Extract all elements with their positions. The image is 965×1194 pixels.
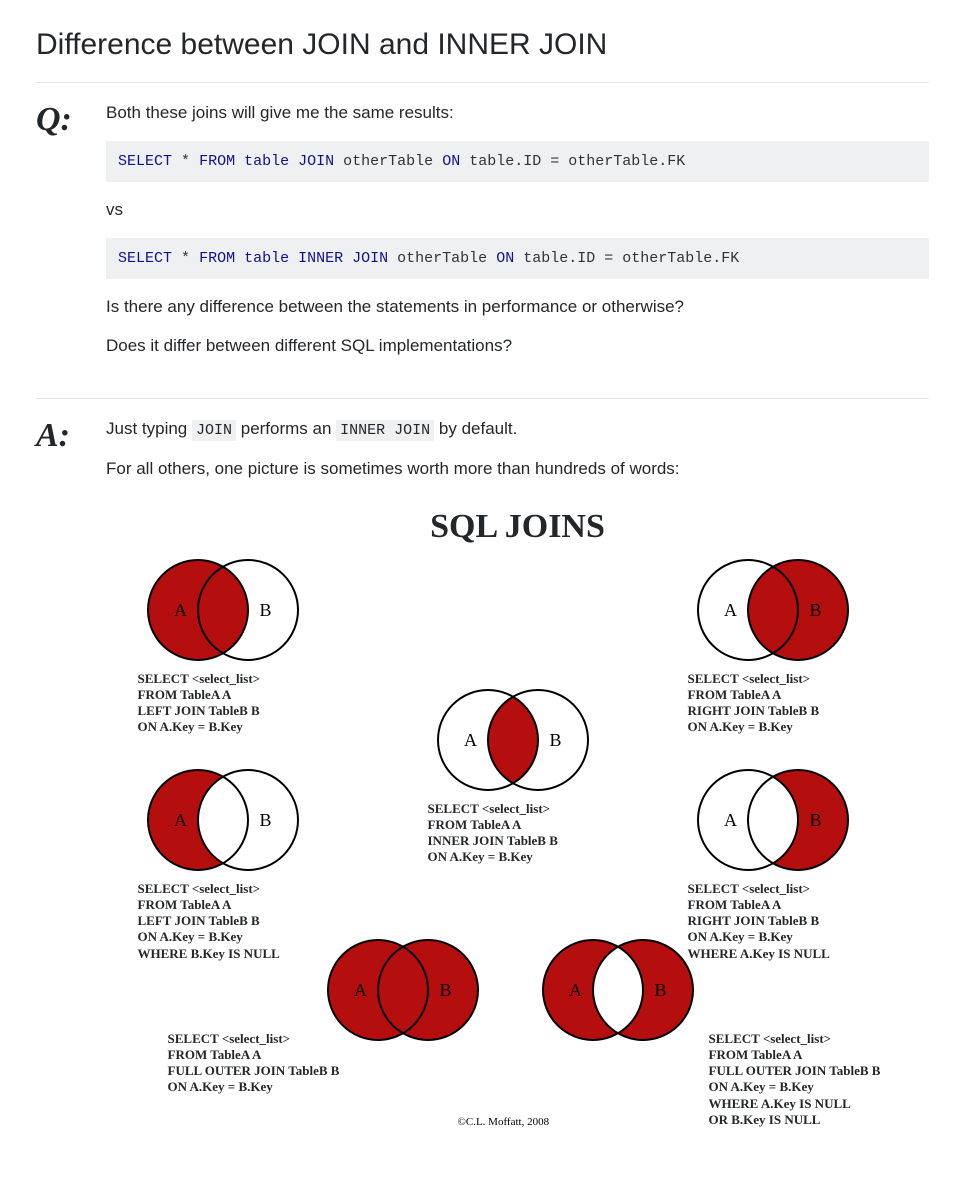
venn-svg-right-join: AB (688, 555, 858, 665)
p1c: by default. (434, 419, 517, 438)
kw-on: ON (442, 153, 460, 170)
caption-left-excl: SELECT <select_list> FROM TableA A LEFT … (138, 881, 348, 962)
answer-body: Just typing JOIN performs an INNER JOIN … (106, 417, 929, 1146)
answer-post: A: Just typing JOIN performs an INNER JO… (36, 417, 929, 1146)
svg-text:B: B (439, 980, 451, 1000)
caption-inner-join: SELECT <select_list> FROM TableA A INNER… (428, 801, 638, 866)
diagram-credit: ©C.L. Moffatt, 2008 (458, 1115, 550, 1130)
kw-join: JOIN (298, 153, 334, 170)
tbl-1: table (244, 153, 289, 170)
sql-joins-diagram: SQL JOINS ABSELECT <select_list> FROM Ta… (106, 497, 929, 1147)
diagram-canvas: ABSELECT <select_list> FROM TableA A LEF… (138, 555, 898, 1135)
op-eq: = (550, 153, 559, 170)
question-p3: Does it differ between different SQL imp… (106, 334, 929, 358)
caption-full-outer-excl: SELECT <select_list> FROM TableA A FULL … (709, 1031, 899, 1129)
answer-label: A: (36, 417, 86, 1146)
code-block-2: SELECT * FROM table INNER JOIN otherTabl… (106, 238, 929, 279)
svg-text:B: B (809, 810, 821, 830)
separator (36, 398, 929, 399)
rhs: otherTable.FK (568, 153, 685, 170)
svg-text:A: A (569, 980, 582, 1000)
kw-join: INNER JOIN (298, 250, 388, 267)
svg-text:A: A (464, 730, 477, 750)
inline-code-join: JOIN (192, 420, 236, 441)
answer-p2: For all others, one picture is sometimes… (106, 457, 929, 481)
answer-p1: Just typing JOIN performs an INNER JOIN … (106, 417, 929, 441)
venn-left-excl: ABSELECT <select_list> FROM TableA A LEF… (138, 765, 348, 962)
tbl-2: otherTable (397, 250, 487, 267)
tbl-2: otherTable (343, 153, 433, 170)
p1b: performs an (236, 419, 336, 438)
venn-svg-left-excl: AB (138, 765, 308, 875)
svg-text:B: B (809, 600, 821, 620)
venn-svg-full-outer: AB (318, 935, 488, 1045)
svg-text:A: A (174, 600, 187, 620)
inline-code-inner-join: INNER JOIN (336, 420, 434, 441)
op-star: * (181, 153, 190, 170)
diagram-title: SQL JOINS (106, 503, 929, 551)
question-p2: Is there any difference between the stat… (106, 295, 929, 319)
svg-text:A: A (724, 810, 737, 830)
question-label: Q: (36, 101, 86, 374)
venn-svg-inner-join: AB (428, 685, 598, 795)
question-p1: Both these joins will give me the same r… (106, 101, 929, 125)
venn-svg-full-outer-excl: AB (533, 935, 703, 1045)
page-title: Difference between JOIN and INNER JOIN (36, 24, 929, 66)
caption-full-outer: SELECT <select_list> FROM TableA A FULL … (168, 1031, 348, 1096)
kw-select: SELECT (118, 153, 172, 170)
lhs: table.ID (523, 250, 595, 267)
kw-select: SELECT (118, 250, 172, 267)
venn-svg-left-join: AB (138, 555, 308, 665)
svg-text:A: A (174, 810, 187, 830)
svg-text:B: B (654, 980, 666, 1000)
question-post: Q: Both these joins will give me the sam… (36, 101, 929, 374)
kw-from: FROM (199, 250, 235, 267)
svg-text:B: B (259, 810, 271, 830)
question-body: Both these joins will give me the same r… (106, 101, 929, 374)
venn-right-join: ABSELECT <select_list> FROM TableA A RIG… (688, 555, 898, 736)
caption-right-join: SELECT <select_list> FROM TableA A RIGHT… (688, 671, 898, 736)
venn-full-outer: ABSELECT <select_list> FROM TableA A FUL… (318, 935, 528, 1045)
kw-on: ON (496, 250, 514, 267)
separator (36, 82, 929, 83)
op-star: * (181, 250, 190, 267)
rhs: otherTable.FK (622, 250, 739, 267)
venn-svg-right-excl: AB (688, 765, 858, 875)
lhs: table.ID (469, 153, 541, 170)
op-eq: = (604, 250, 613, 267)
svg-text:B: B (549, 730, 561, 750)
kw-from: FROM (199, 153, 235, 170)
caption-left-join: SELECT <select_list> FROM TableA A LEFT … (138, 671, 348, 736)
venn-full-outer-excl: ABSELECT <select_list> FROM TableA A FUL… (533, 935, 743, 1045)
tbl-1: table (244, 250, 289, 267)
code-block-1: SELECT * FROM table JOIN otherTable ON t… (106, 141, 929, 182)
p1a: Just typing (106, 419, 192, 438)
venn-left-join: ABSELECT <select_list> FROM TableA A LEF… (138, 555, 348, 736)
svg-text:A: A (724, 600, 737, 620)
venn-right-excl: ABSELECT <select_list> FROM TableA A RIG… (688, 765, 898, 962)
svg-text:B: B (259, 600, 271, 620)
venn-inner-join: ABSELECT <select_list> FROM TableA A INN… (428, 685, 638, 866)
question-vs: vs (106, 198, 929, 222)
svg-text:A: A (354, 980, 367, 1000)
